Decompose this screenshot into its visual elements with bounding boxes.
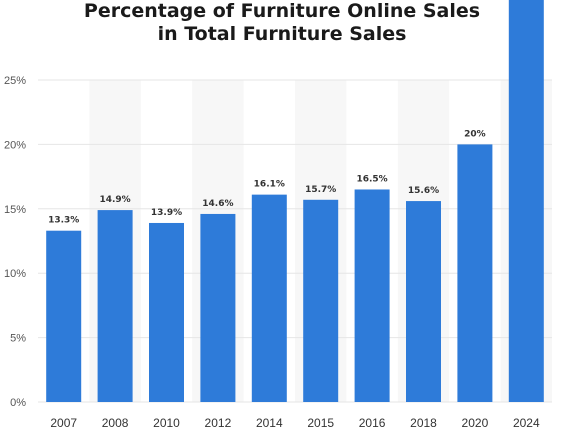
data-label: 20% [464,129,486,139]
data-label: 16.5% [356,174,387,184]
x-tick-label: 2024 [513,416,540,430]
chart-title-line-1: Percentage of Furniture Online Sales [83,0,481,22]
data-label: 13.9% [151,208,182,218]
x-tick-label: 2015 [307,416,334,430]
data-label: 13.3% [48,216,79,226]
data-label: 15.7% [305,185,336,195]
bar [457,144,493,402]
x-tick-label: 2007 [50,416,77,430]
x-tick-label: 2012 [205,416,232,430]
data-label: 15.6% [408,186,439,196]
y-tick-label: 25% [4,75,26,87]
x-tick-label: 2016 [359,416,386,430]
x-tick-label: 2018 [410,416,437,430]
bar [406,201,441,402]
y-tick-label: 5% [10,333,26,345]
y-tick-label: 20% [4,139,26,151]
x-tick-label: 2014 [256,416,283,430]
y-tick-label: 15% [4,204,26,216]
bar [149,222,184,402]
x-tick-label: 2020 [462,416,489,430]
bar [251,194,287,402]
x-tick-label: 2010 [153,416,180,430]
y-tick-label: 0% [10,397,26,409]
bar [303,199,339,402]
chart-title-line-2: in Total Furniture Sales [157,23,407,45]
bar [46,230,82,402]
data-label: 14.6% [202,199,233,209]
bar [97,210,133,402]
bar [200,213,236,402]
bar [508,0,544,402]
data-label: 14.9% [99,195,130,205]
data-label: 16.1% [254,180,285,190]
chart-title: Percentage of Furniture Online Sales in … [0,0,564,46]
y-tick-label: 10% [4,268,26,280]
bar [354,189,390,402]
x-tick-label: 2008 [102,416,129,430]
